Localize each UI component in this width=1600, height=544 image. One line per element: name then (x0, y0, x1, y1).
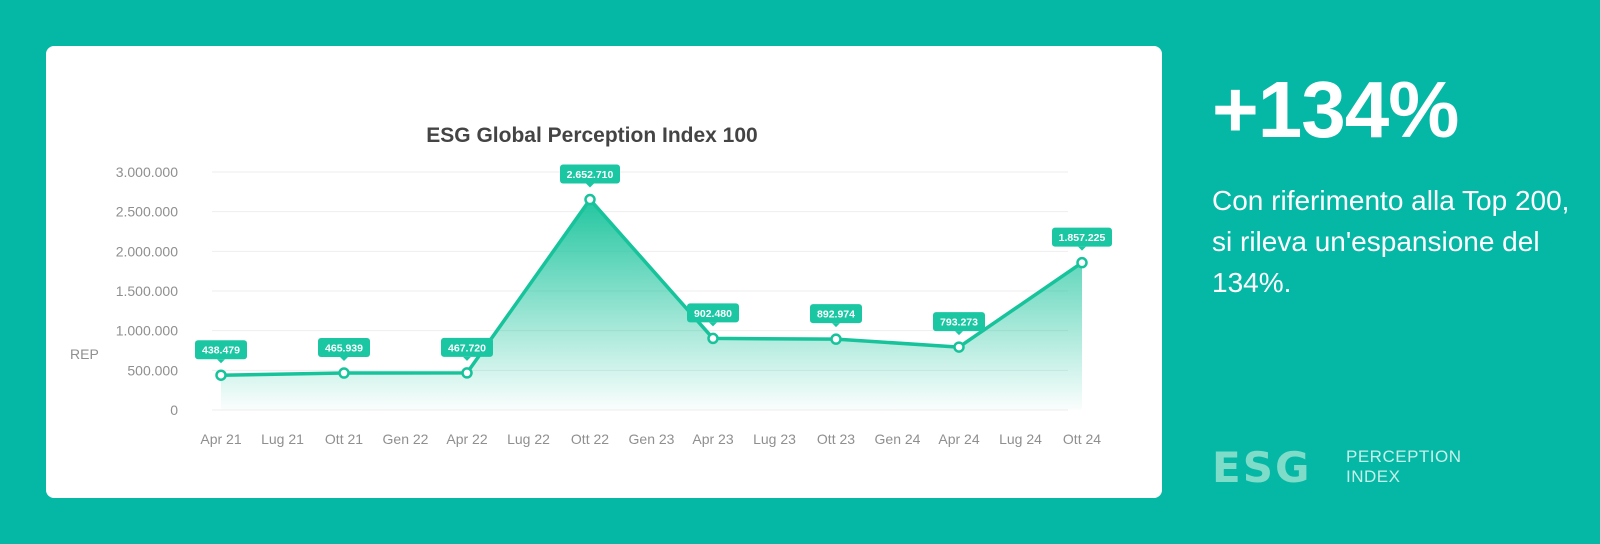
y-tick-label: 1.000.000 (116, 323, 178, 339)
data-label-pointer (832, 323, 840, 328)
data-label-box (195, 340, 247, 360)
data-label-box (318, 338, 370, 358)
logo-line-1: PERCEPTION (1346, 447, 1462, 466)
data-label-box (687, 303, 739, 323)
esg-logo-mark: ESG (1212, 447, 1311, 489)
x-tick-label: Ott 24 (1063, 431, 1101, 447)
data-label-pointer (586, 183, 594, 188)
data-label-text: 1.857.225 (1059, 232, 1106, 244)
logo-wordmark: PERCEPTION INDEX (1346, 447, 1462, 487)
logo-line-2: INDEX (1346, 467, 1401, 486)
x-tick-label: Lug 21 (261, 431, 304, 447)
chart-title: ESG Global Perception Index 100 (426, 124, 757, 147)
data-label-text: 902.480 (694, 308, 732, 320)
growth-description: Con riferimento alla Top 200, si rileva … (1212, 185, 1570, 298)
x-tick-label: Ott 21 (325, 431, 363, 447)
data-label: 902.480 (687, 303, 739, 327)
data-label-pointer (217, 359, 225, 364)
data-label-text: 465.939 (325, 343, 363, 355)
x-tick-label: Ott 22 (571, 431, 609, 447)
data-point (830, 333, 842, 345)
area-fill (221, 199, 1082, 410)
data-label: 2.652.710 (560, 164, 620, 188)
data-label-pointer (463, 356, 471, 361)
data-label-pointer (709, 322, 717, 327)
chart-card: ESG Global Perception Index 100 REP 0 500… (46, 46, 1162, 498)
data-label-pointer (955, 331, 963, 336)
data-label-box (441, 337, 493, 357)
x-tick-label: Ott 23 (817, 431, 855, 447)
x-tick-label: Lug 22 (507, 431, 550, 447)
data-label-box (933, 312, 985, 332)
data-label-pointer (1078, 246, 1086, 251)
data-label-box (810, 304, 862, 324)
data-point (215, 369, 227, 381)
data-label-text: 892.974 (817, 309, 855, 321)
y-tick-label: 500.000 (127, 362, 178, 378)
x-tick-label: Apr 21 (200, 431, 241, 447)
y-tick-label: 2.000.000 (116, 243, 178, 259)
esg-logo: ESG PERCEPTION INDEX (1212, 447, 1472, 489)
data-point (953, 341, 965, 353)
data-label: 1.857.225 (1052, 227, 1112, 251)
y-tick-label: 3.000.000 (116, 164, 178, 180)
data-point (338, 367, 350, 379)
data-label-pointer (340, 357, 348, 362)
data-point (584, 193, 596, 206)
y-tick-label: 1.500.000 (116, 283, 178, 299)
data-point (461, 367, 473, 379)
y-axis-label: REP (70, 346, 99, 362)
data-label-text: 467.720 (448, 342, 486, 354)
x-tick-label: Apr 24 (938, 431, 979, 447)
esg-logo-letters: ESG (1212, 447, 1311, 489)
chart-svg: ESG Global Perception Index 100 REP 0 500… (70, 124, 1112, 447)
data-label-text: 2.652.710 (567, 169, 614, 181)
data-point (707, 332, 719, 345)
x-tick-label: Gen 23 (629, 431, 675, 447)
data-label: 438.479 (195, 340, 247, 364)
x-tick-label: Lug 24 (999, 431, 1042, 447)
y-tick-label: 2.500.000 (116, 204, 178, 220)
data-label-text: 793.273 (940, 317, 978, 329)
data-label-box (560, 164, 620, 184)
data-label-text: 438.479 (202, 345, 240, 357)
x-tick-label: Lug 23 (753, 431, 796, 447)
data-point (1076, 256, 1088, 269)
x-tick-label: Gen 22 (383, 431, 429, 447)
x-tick-label: Apr 22 (446, 431, 487, 447)
data-label: 467.720 (441, 337, 493, 361)
data-label: 465.939 (318, 338, 370, 362)
growth-value: +134% (1212, 65, 1459, 154)
data-label: 892.974 (810, 304, 862, 328)
y-tick-label: 0 (170, 402, 178, 418)
x-tick-label: Apr 23 (692, 431, 733, 447)
data-label: 793.273 (933, 312, 985, 336)
x-tick-label: Gen 24 (875, 431, 921, 447)
highlight-panel: +134% Con riferimento alla Top 200, si r… (1212, 60, 1572, 303)
series-line (220, 197, 1083, 377)
data-label-box (1052, 227, 1112, 247)
